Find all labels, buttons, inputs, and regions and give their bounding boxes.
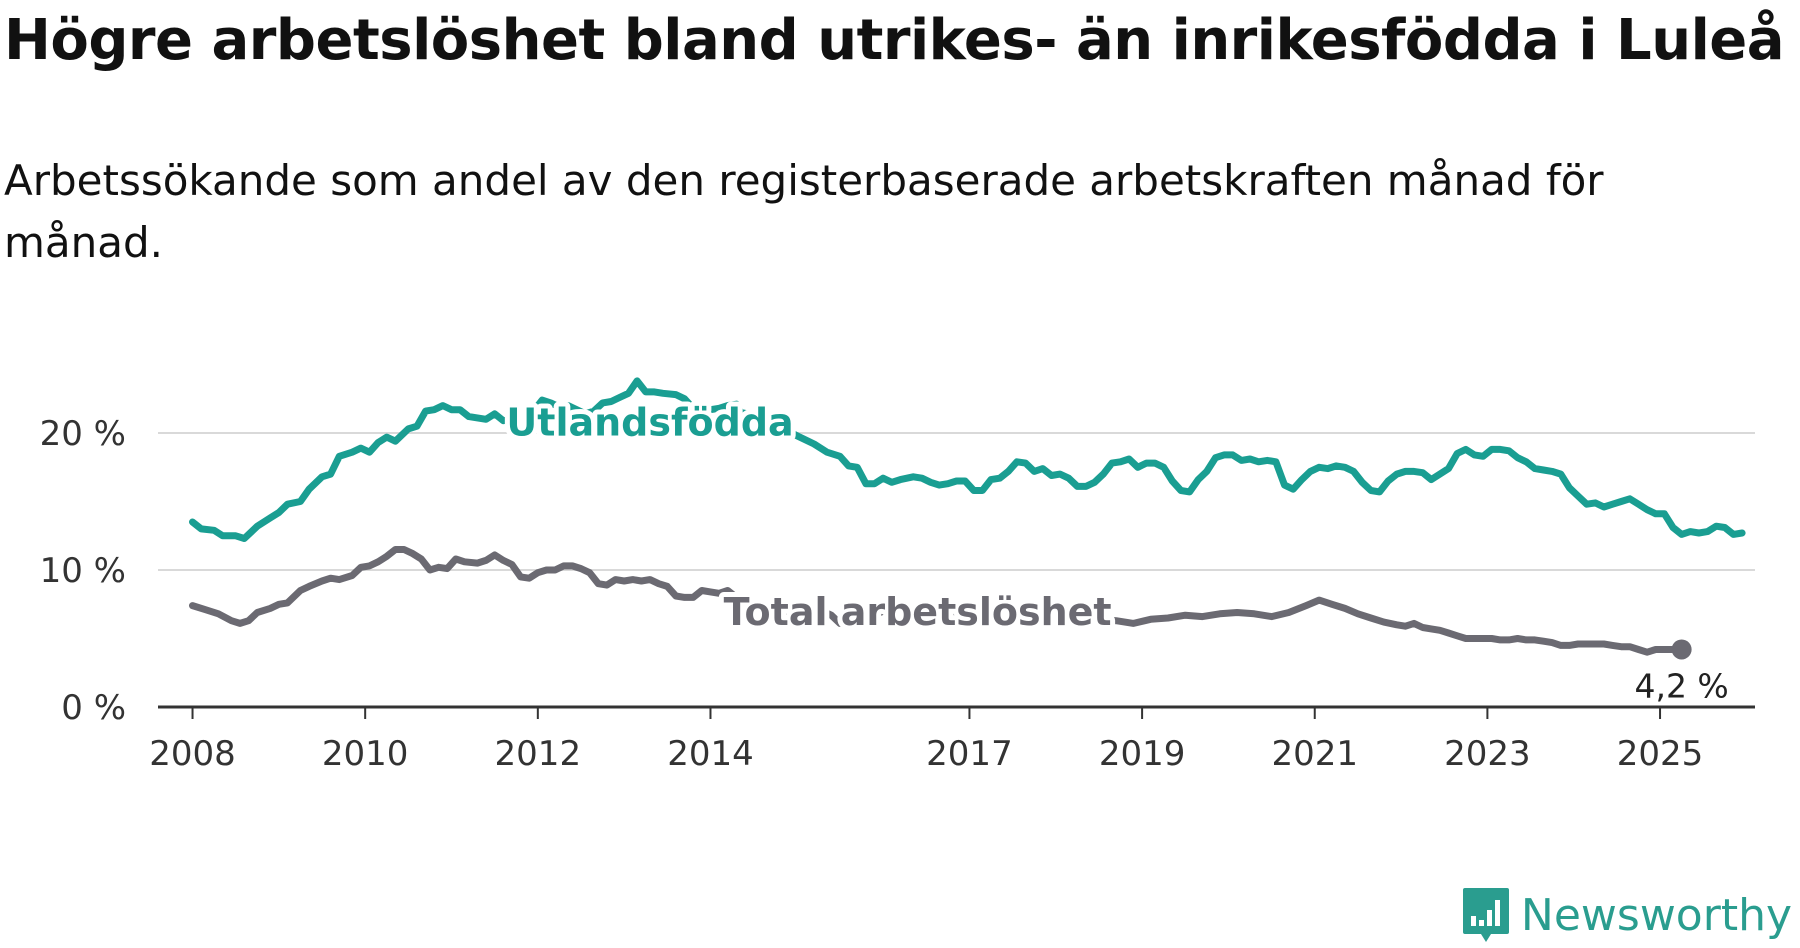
series-label-foreign: Utlandsfödda — [506, 401, 793, 445]
x-tick-label: 2012 — [495, 734, 582, 774]
brand-name: Newsworthy — [1520, 889, 1792, 941]
series-label-total: Total arbetslöshet — [724, 590, 1112, 634]
x-tick-label: 2010 — [322, 734, 409, 774]
y-tick-label: 10 % — [40, 551, 126, 591]
gridlines — [158, 432, 1755, 571]
x-axis: 2008 2010 2012 2014 2017 2019 2021 2023 2025 — [149, 705, 1755, 774]
x-tick-label: 2023 — [1444, 734, 1531, 774]
series-line-total — [189, 546, 1677, 656]
x-tick-label: 2025 — [1617, 734, 1704, 774]
y-tick-label: 0 % — [61, 688, 126, 728]
chart-title: Högre arbetslöshet bland utrikes- än inr… — [4, 8, 1785, 73]
x-tick-label: 2014 — [667, 734, 754, 774]
series-line-foreign — [189, 377, 1746, 542]
x-tick-label: 2019 — [1099, 734, 1186, 774]
y-axis-ticks: 0 % 10 % 20 % — [40, 414, 126, 728]
x-tick-label: 2017 — [926, 734, 1013, 774]
chart-subtitle: Arbetssökande som andel av den registerb… — [4, 156, 1604, 267]
series-lines — [189, 377, 1746, 656]
series-labels: Utlandsfödda Total arbetslöshet 4,2 % — [501, 396, 1732, 710]
y-tick-label: 20 % — [40, 414, 126, 454]
end-value-label: 4,2 % — [1634, 666, 1728, 705]
end-point-marker — [1671, 639, 1692, 660]
brand-logo: Newsworthy — [1461, 886, 1792, 944]
newsworthy-logo-icon — [1462, 888, 1509, 942]
x-tick-label: 2021 — [1271, 734, 1358, 774]
x-tick-label: 2008 — [149, 734, 236, 774]
